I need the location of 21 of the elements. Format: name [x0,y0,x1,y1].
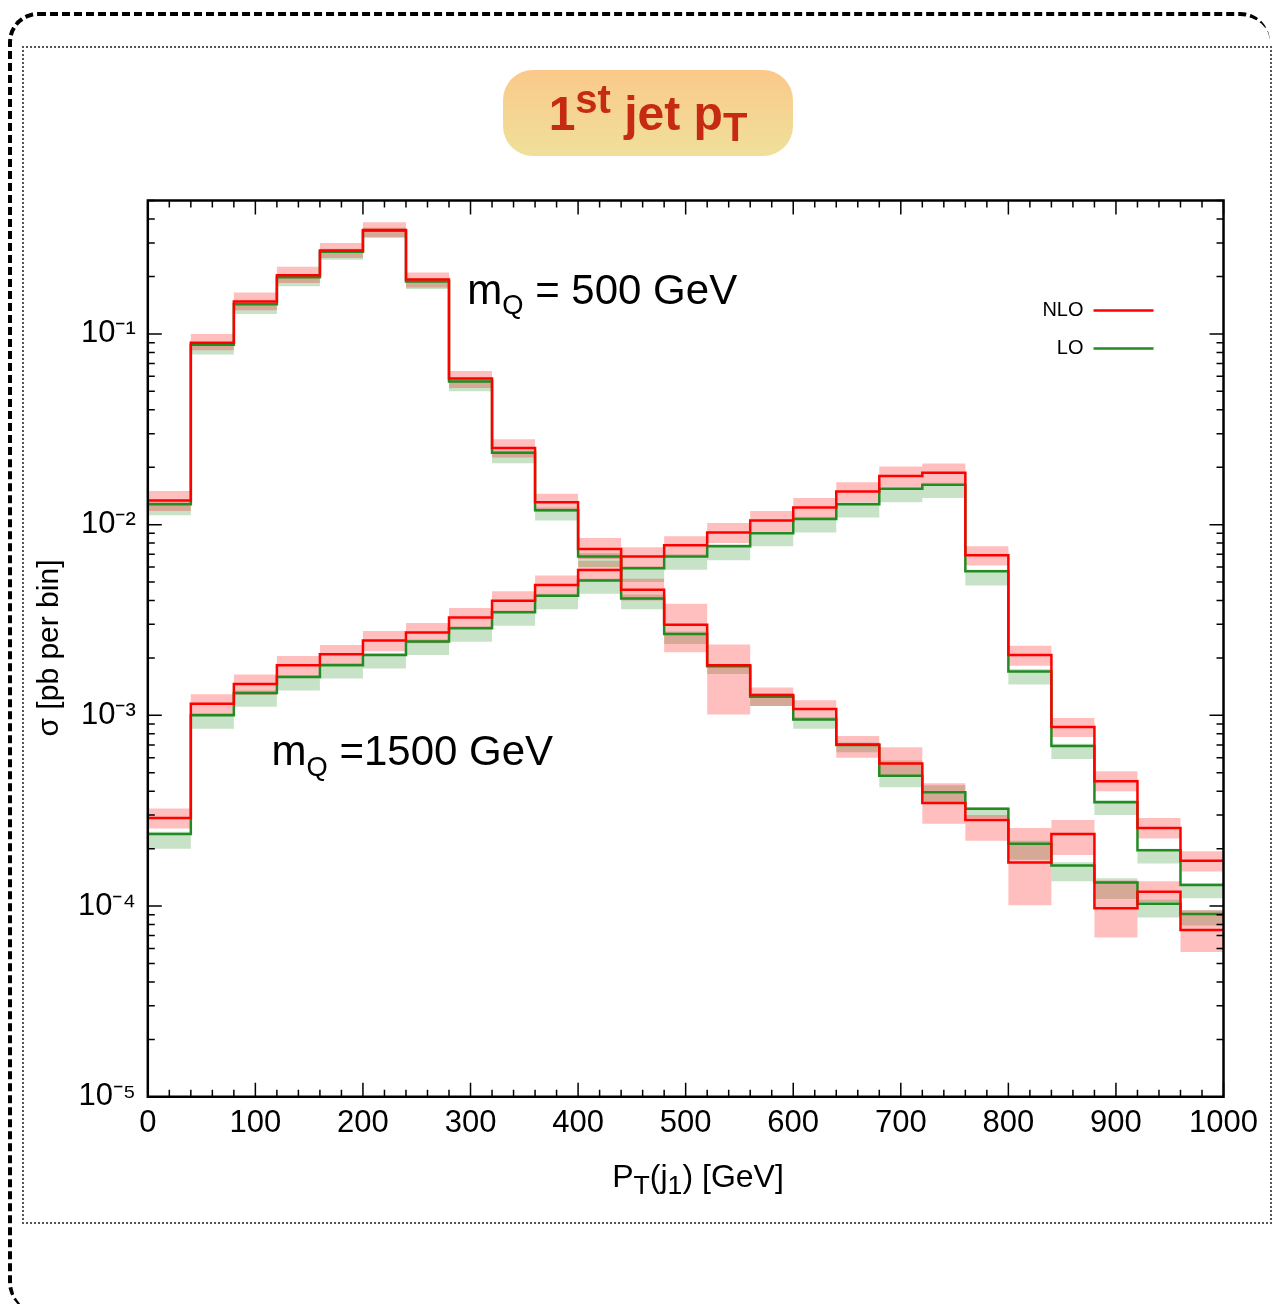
chart-title: 1$^{st}$ jet p$_{T}$ [548,76,748,150]
x-tick-label: 200 [337,1103,389,1139]
x-tick-label: 600 [767,1103,820,1139]
x-axis-title: P$_{T}$(j$_{1}$) [GeV] [611,1158,785,1202]
legend-label: LO [1056,336,1084,359]
x-tick-label: 700 [874,1103,927,1139]
x-tick-label: 100 [229,1103,282,1139]
y-tick-label: 10⁻⁴ [77,886,136,922]
x-tick-label: 1000 [1189,1103,1258,1139]
x-tick-label: 800 [982,1103,1035,1139]
y-tick-label: 10⁻¹ [80,314,136,350]
y-tick-label: 10⁻² [80,505,136,541]
x-tick-label: 900 [1090,1103,1142,1139]
y-axis-title: σ [pb per bin] [31,559,65,737]
legend-label: NLO [1042,298,1084,321]
x-tick-label: 500 [659,1103,712,1139]
y-tick-label: 10⁻⁵ [78,1077,136,1113]
y-tick-label: 10⁻³ [80,695,136,731]
x-tick-label: 0 [139,1103,157,1139]
x-tick-label: 300 [444,1103,497,1139]
x-tick-label: 400 [552,1103,604,1139]
